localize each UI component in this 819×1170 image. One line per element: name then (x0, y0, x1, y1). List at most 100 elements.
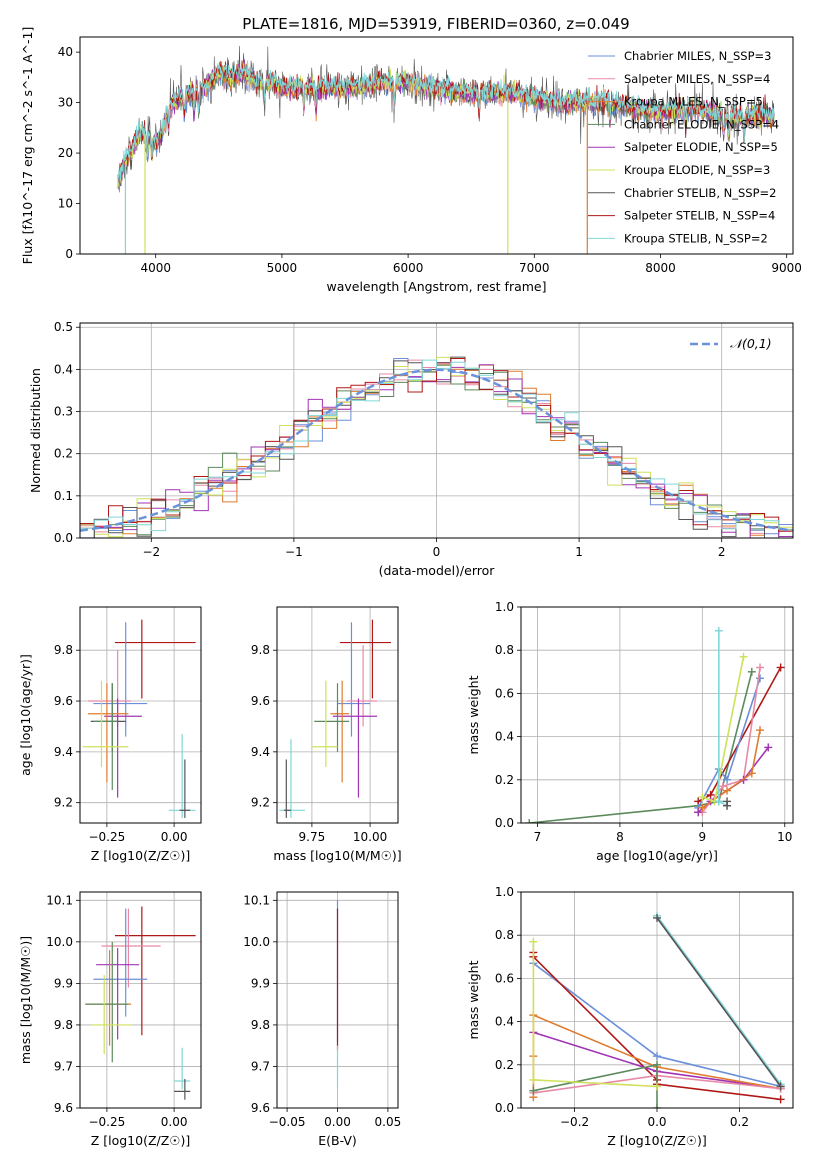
x-tick-label: 7 (534, 830, 542, 844)
y-tick-label: 9.7 (54, 1059, 73, 1073)
y-tick-label: 0.2 (495, 1058, 514, 1072)
axes-mass-vs-ebv: −0.05 0.00 0.05 9.6 9.7 9.8 9.9 10.0 10.1 E(B-V) (243, 891, 402, 1148)
y-tick-label: 10.1 (243, 893, 270, 907)
weight-line (533, 1063, 658, 1108)
x-tick-label: −2 (142, 545, 160, 559)
x-tick-label: 0.00 (161, 1115, 188, 1129)
y-tick-label: 9.2 (54, 796, 73, 810)
x-tick-label: −1 (285, 545, 303, 559)
y-axis-label: Flux [fλ10^-17 erg cm^-2 s^-1 A^-1] (20, 27, 35, 265)
y-tick-label: 0.4 (54, 362, 73, 376)
x-axis-label: Z [log10(Z/Z☉)] (91, 1133, 191, 1148)
y-axis-label: mass weight (466, 675, 481, 754)
x-tick-label: 10.00 (353, 830, 387, 844)
x-tick-label: −0.25 (88, 830, 125, 844)
axes-age-vs-Z: −0.25 0.00 9.2 9.4 9.6 9.8 Z [log10(Z/Z☉)] age … (18, 606, 202, 863)
x-tick-label: 0.0 (647, 1115, 666, 1129)
axes-frame (79, 891, 202, 1109)
y-tick-label: 0.0 (54, 531, 73, 545)
axes-frame (276, 606, 399, 824)
axes-mass-vs-Z: −0.25 0.00 9.6 9.7 9.8 9.9 10.0 10.1 Z [log10(Z/… (18, 891, 202, 1148)
weight-line (656, 917, 782, 1087)
y-tick-label: 0.0 (495, 1101, 514, 1115)
y-tick-label: 9.8 (54, 643, 73, 657)
y-tick-label: 0.8 (495, 643, 514, 657)
y-tick-label: 9.9 (54, 976, 73, 990)
y-tick-label: 20 (58, 146, 73, 160)
x-tick-label: 4000 (140, 261, 171, 275)
y-tick-label: 0 (65, 247, 73, 261)
axes-frame (79, 606, 202, 824)
y-tick-label: 0.3 (54, 405, 73, 419)
plot-area-mass-vs-ebv (277, 892, 398, 1108)
plot-area-residuals (80, 323, 793, 538)
y-tick-label: 0.2 (495, 773, 514, 787)
figure-title: PLATE=1816, MJD=53919, FIBERID=0360, z=0… (242, 15, 629, 33)
x-axis-label: (data-model)/error (379, 563, 496, 578)
legend-label: Kroupa ELODIE, N_SSP=3 (624, 163, 770, 177)
x-tick-label: 0 (433, 545, 441, 559)
y-tick-label: 30 (58, 96, 73, 110)
y-tick-label: 10.0 (46, 935, 73, 949)
x-tick-label: 9.75 (299, 830, 326, 844)
plot-area-mass-vs-Z (80, 892, 201, 1108)
y-axis-label: mass weight (466, 960, 481, 1039)
x-axis-label: Z [log10(Z/Z☉)] (91, 848, 191, 863)
axes-weight-vs-age: 7 8 9 10 0.0 0.2 0.4 0.6 0.8 1.0 age [log10(age/yr… (466, 600, 794, 863)
y-tick-label: 9.8 (54, 1018, 73, 1032)
plot-area-age-vs-Z (80, 607, 201, 823)
axes-frame (79, 322, 794, 539)
x-tick-label: −0.05 (269, 1115, 306, 1129)
series-line (117, 60, 775, 185)
x-tick-label: 2 (718, 545, 726, 559)
y-axis-label: Normed distribution (28, 368, 43, 493)
y-tick-label: 9.6 (251, 694, 270, 708)
y-tick-label: 1.0 (495, 885, 514, 899)
weight-line (656, 915, 782, 1085)
x-tick-label: 0.00 (161, 830, 188, 844)
axes-weight-vs-Z: −0.2 0.0 0.2 0.0 0.2 0.4 0.6 0.8 1.0 Z [log10(Z/Z… (466, 885, 794, 1148)
y-tick-label: 0.4 (495, 1015, 514, 1029)
legend-label: 𝒩(0,1) (730, 336, 772, 351)
y-axis-label: mass [log10(M/M☉)] (18, 936, 33, 1064)
y-tick-label: 9.4 (54, 745, 73, 759)
x-axis-label: age [log10(age/yr)] (596, 848, 718, 863)
plot-area-weight-vs-age (521, 607, 793, 823)
x-tick-label: 8 (616, 830, 624, 844)
axes-frame (520, 891, 794, 1109)
x-tick-label: 0.05 (375, 1115, 402, 1129)
axes-frame (79, 36, 794, 255)
weight-line (701, 667, 761, 813)
legend-label: Salpeter MILES, N_SSP=4 (624, 72, 770, 86)
legend-label: Kroupa STELIB, N_SSP=2 (624, 231, 768, 245)
y-tick-label: 10.0 (243, 935, 270, 949)
legend-label: Kroupa MILES, N_SSP=5 (624, 95, 763, 109)
legend-label: Chabrier ELODIE, N_SSP=4 (624, 117, 779, 131)
axes-frame (276, 891, 399, 1109)
y-tick-label: 0.6 (495, 971, 514, 985)
x-tick-label: −0.2 (560, 1115, 589, 1129)
y-tick-label: 9.7 (251, 1059, 270, 1073)
y-tick-label: 0.8 (495, 928, 514, 942)
x-tick-label: 8000 (645, 261, 676, 275)
y-tick-label: 0.5 (54, 320, 73, 334)
y-tick-label: 10.1 (46, 893, 73, 907)
x-tick-label: 5000 (267, 261, 298, 275)
y-tick-label: 1.0 (495, 600, 514, 614)
axes-age-vs-mass: 9.75 10.00 9.2 9.4 9.6 9.8 mass [log10(M/M☉)] (251, 606, 402, 863)
legend-label: Salpeter ELODIE, N_SSP=5 (624, 140, 778, 154)
y-tick-label: 9.8 (251, 643, 270, 657)
legend: Chabrier MILES, N_SSP=3 Salpeter MILES, N… (588, 49, 779, 245)
x-tick-label: −0.25 (88, 1115, 125, 1129)
axes-frame (520, 606, 794, 824)
y-axis-label: age [log10(age/yr)] (18, 654, 33, 776)
x-tick-label: 9000 (771, 261, 802, 275)
normal-curve (80, 368, 793, 532)
x-axis-label: Z [log10(Z/Z☉)] (607, 1133, 707, 1148)
y-tick-label: 9.2 (251, 796, 270, 810)
plot-area-spectrum (117, 45, 775, 254)
x-tick-label: 1 (575, 545, 583, 559)
y-tick-label: 0.2 (54, 447, 73, 461)
y-tick-label: 9.8 (251, 1018, 270, 1032)
